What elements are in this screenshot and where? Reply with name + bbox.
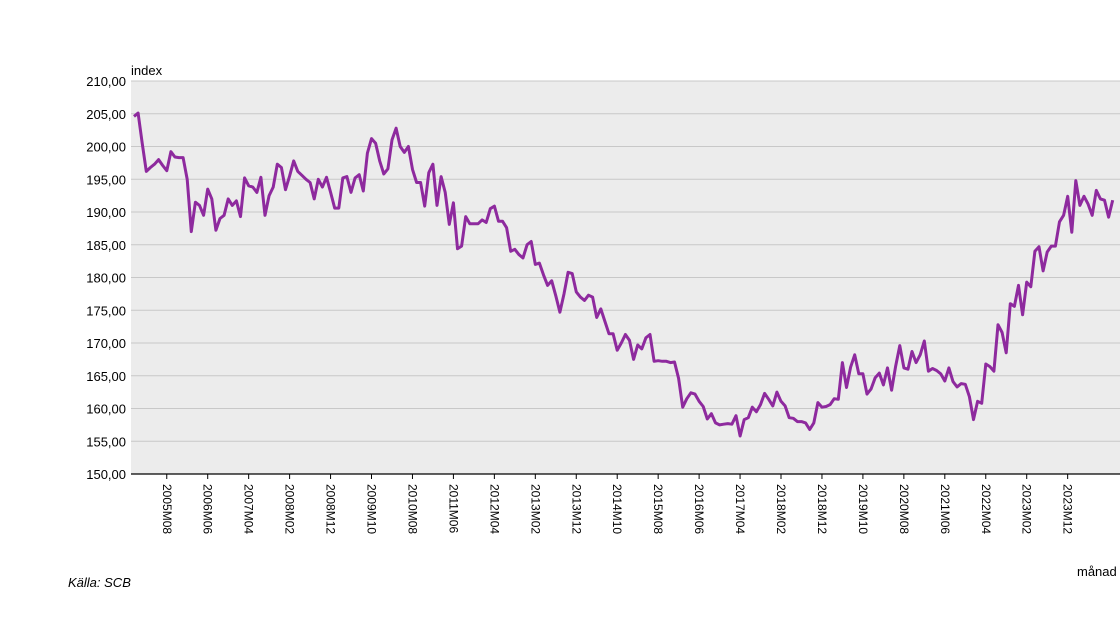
x-tick-label: 2011M06 (446, 484, 460, 533)
x-tick-label: 2018M12 (815, 484, 829, 534)
x-tick-label: 2019M10 (856, 484, 870, 534)
x-tick-label: 2022M04 (979, 484, 993, 534)
x-tick-label: 2023M02 (1020, 484, 1034, 534)
y-axis-label: index (131, 63, 163, 78)
x-axis-label: månad (1077, 564, 1117, 579)
y-tick-label: 160,00 (86, 402, 126, 417)
y-tick-label: 180,00 (86, 271, 126, 286)
x-tick-label: 2023M12 (1061, 484, 1075, 534)
x-tick-label: 2021M06 (938, 484, 952, 534)
x-tick-label: 2013M12 (569, 484, 583, 534)
series-line (133, 111, 1115, 438)
x-tick-label: 2007M04 (242, 484, 256, 534)
x-tick-label: 2008M12 (324, 484, 338, 534)
y-tick-label: 170,00 (86, 336, 126, 351)
y-tick-label: 210,00 (86, 74, 126, 89)
y-tick-label: 185,00 (86, 238, 126, 253)
y-tick-label: 190,00 (86, 205, 126, 220)
x-tick-label: 2009M10 (365, 484, 379, 534)
x-tick-label: 2015M08 (651, 484, 665, 534)
y-tick-label: 205,00 (86, 107, 126, 122)
x-tick-label: 2013M02 (528, 484, 542, 534)
x-tick-label: 2005M08 (160, 484, 174, 534)
y-tick-label: 150,00 (86, 467, 126, 482)
y-tick-label: 175,00 (86, 303, 126, 318)
y-tick-label: 155,00 (86, 434, 126, 449)
x-tick-label: 2012M04 (487, 484, 501, 534)
x-tick-label: 2006M06 (201, 484, 215, 534)
x-tick-label: 2018M02 (774, 484, 788, 534)
y-axis-ticks: 150,00 155,00 160,00 165,00 170,00 175,00 180,… (86, 74, 126, 482)
x-tick-label: 2010M08 (405, 484, 419, 534)
x-tick-label: 2014M10 (610, 484, 624, 534)
x-tick-label: 2020M08 (897, 484, 911, 534)
y-tick-label: 195,00 (86, 172, 126, 187)
y-tick-label: 200,00 (86, 140, 126, 155)
x-tick-label: 2017M04 (733, 484, 747, 534)
source-note: Källa: SCB (68, 575, 131, 590)
x-tick-label: 2008M02 (283, 484, 297, 534)
x-axis-ticks: 2005M08 2006M06 2007M04 2008M02 2008M12 2009M… (160, 474, 1075, 534)
y-tick-label: 165,00 (86, 369, 126, 384)
x-tick-label: 2016M06 (692, 484, 706, 534)
gridlines (131, 80, 1120, 475)
